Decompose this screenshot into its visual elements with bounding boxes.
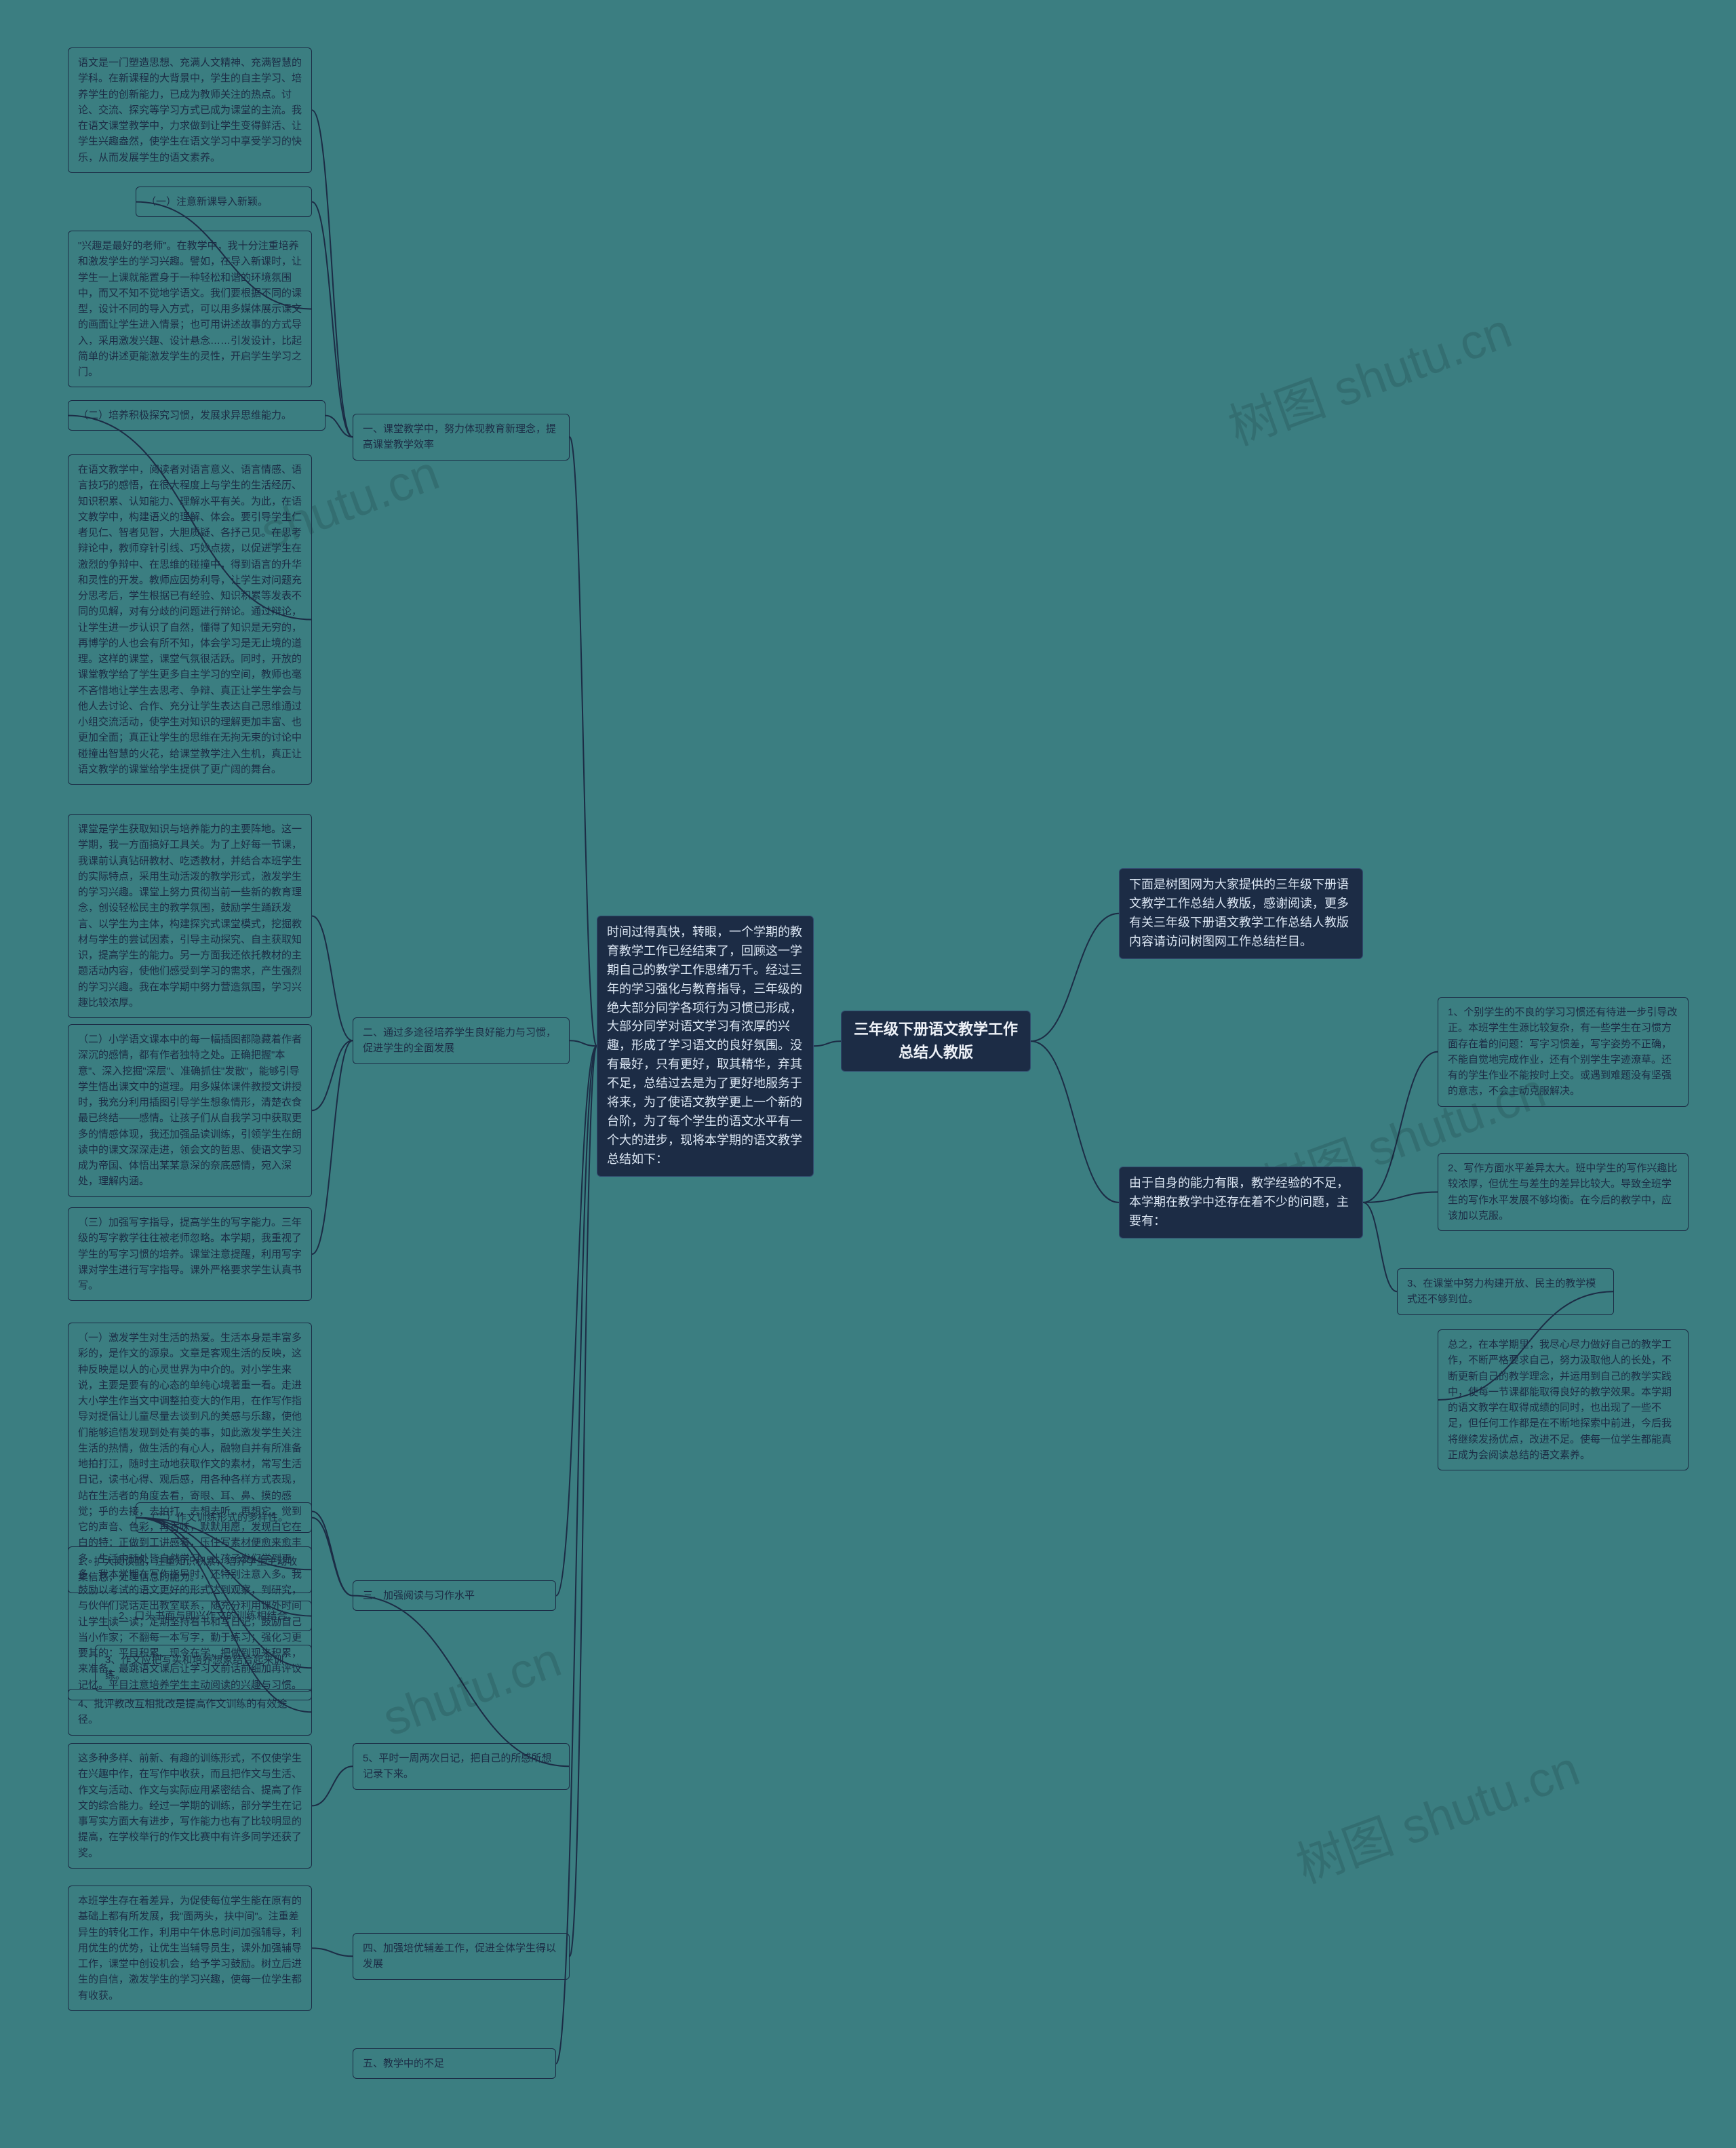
mindmap-stage: 树图 shutu.cn 树图 shutu.cn 树图 shutu.cn shut…	[0, 0, 1736, 2148]
issue-3-detail-node[interactable]: 总之，在本学期里，我尽心尽力做好自己的教学工作，不断严格要求自己，努力汲取他人的…	[1438, 1329, 1689, 1470]
section-3-b1-node[interactable]: 1、扩大阅读面，注重知识积累，培养学生主动收集信息，处理信息的能力。	[68, 1546, 312, 1593]
watermark: 树图 shutu.cn	[1285, 1729, 1587, 1897]
section-3-b2-node[interactable]: 2、口头书面与即兴作文的训练相结合。	[108, 1601, 312, 1631]
section-2-c-node[interactable]: （二）小学语文课本中的每一幅插图都隐藏着作者深沉的感情，都有作者独特之处。正确把…	[68, 1024, 312, 1197]
right-issues-node[interactable]: 由于自身的能力有限，教学经验的不足，本学期在教学中还存在着不少的问题，主要有：	[1119, 1167, 1363, 1238]
left-intro-node[interactable]: 时间过得真快，转眼，一个学期的教育教学工作已经结束了，回顾这一学期自己的教学工作…	[597, 916, 814, 1177]
section-4-node[interactable]: 四、加强培优辅差工作，促进全体学生得以发展	[353, 1933, 570, 1980]
section-4-a-node[interactable]: 本班学生存在着差异，为促使每位学生能在原有的基础上都有所发展，我"面两头，扶中间…	[68, 1886, 312, 2011]
section-1-b-detail-node[interactable]: "兴趣是最好的老师"。在教学中，我十分注重培养和激发学生的学习兴趣。譬如，在导入…	[68, 231, 312, 387]
right-intro-node[interactable]: 下面是树图网为大家提供的三年级下册语文教学工作总结人教版，感谢阅读，更多有关三年…	[1119, 868, 1363, 959]
section-3-b3-node[interactable]: 3、作文应把写实和培养想象结合起来训练。	[95, 1645, 312, 1692]
section-1-a-node[interactable]: 语文是一门塑造思想、充满人文精神、充满智慧的学科。在新课程的大背景中，学生的自主…	[68, 47, 312, 173]
section-3-b4-node[interactable]: 4、批评教改互相批改是提高作文训练的有效途径。	[68, 1689, 312, 1736]
section-1-c-node[interactable]: （二）培养积极探究习惯，发展求异思维能力。	[68, 400, 326, 431]
watermark: shutu.cn	[376, 1632, 568, 1747]
section-2-d-node[interactable]: （三）加强写字指导，提高学生的写字能力。三年级的写字教学往往被老师忽略。本学期，…	[68, 1207, 312, 1301]
issue-2-node[interactable]: 2、写作方面水平差异太大。班中学生的写作兴趣比较浓厚，但优生与差生的差异比较大。…	[1438, 1153, 1689, 1231]
section-3-b-node[interactable]: （二）作文训练形式的多样性。	[136, 1502, 312, 1533]
section-5-node[interactable]: 五、教学中的不足	[353, 2048, 556, 2079]
section-1-c-detail-node[interactable]: 在语文教学中，阅读者对语言意义、语言情感、语言技巧的感悟，在很大程度上与学生的生…	[68, 454, 312, 785]
section-3-c-detail-node[interactable]: 这多种多样、前新、有趣的训练形式，不仅使学生在兴趣中作，在写作中收获，而且把作文…	[68, 1743, 312, 1869]
watermark: 树图 shutu.cn	[1217, 291, 1520, 459]
section-1-node[interactable]: 一、课堂教学中，努力体现教育新理念，提高课堂教学效率	[353, 414, 570, 461]
root-node[interactable]: 三年级下册语文教学工作总结人教版	[841, 1011, 1031, 1072]
issue-1-node[interactable]: 1、个别学生的不良的学习习惯还有待进一步引导改正。本班学生生源比较复杂，有一些学…	[1438, 997, 1689, 1107]
section-3-c-node[interactable]: 5、平时一周两次日记，把自己的所感所想记录下来。	[353, 1743, 570, 1790]
section-2-node[interactable]: 二、通过多途径培养学生良好能力与习惯，促进学生的全面发展	[353, 1017, 570, 1064]
section-1-b-node[interactable]: （一）注意新课导入新颖。	[136, 187, 312, 217]
section-2-a-node[interactable]: 课堂是学生获取知识与培养能力的主要阵地。这一学期，我一方面搞好工具关。为了上好每…	[68, 814, 312, 1018]
section-3-node[interactable]: 三、加强阅读与习作水平	[353, 1580, 556, 1611]
issue-3-node[interactable]: 3、在课堂中努力构建开放、民主的教学模式还不够到位。	[1397, 1268, 1614, 1315]
